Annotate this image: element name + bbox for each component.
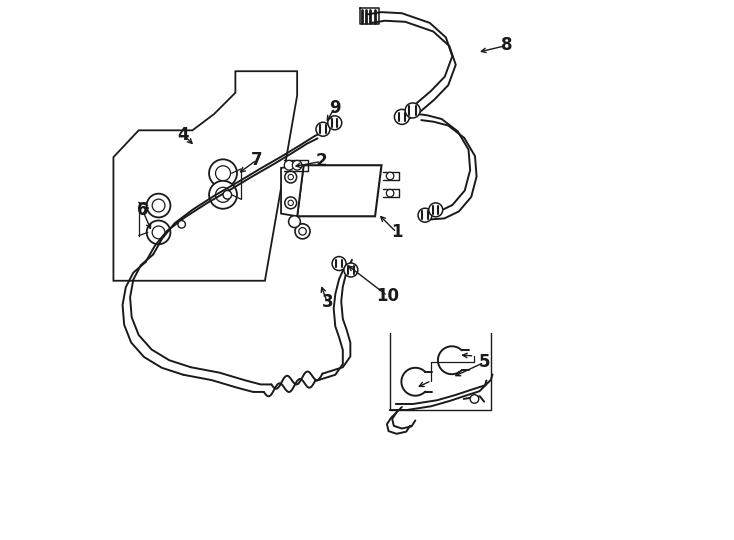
Polygon shape bbox=[297, 165, 382, 217]
Circle shape bbox=[299, 227, 306, 235]
Circle shape bbox=[288, 216, 300, 227]
Circle shape bbox=[147, 194, 170, 218]
Text: 3: 3 bbox=[321, 293, 333, 311]
Circle shape bbox=[316, 122, 330, 136]
Text: 1: 1 bbox=[390, 224, 402, 241]
Text: 8: 8 bbox=[501, 36, 512, 55]
Circle shape bbox=[292, 160, 302, 170]
Circle shape bbox=[285, 197, 297, 209]
Circle shape bbox=[152, 226, 165, 239]
Circle shape bbox=[470, 395, 479, 403]
Circle shape bbox=[394, 110, 410, 124]
Circle shape bbox=[386, 172, 394, 180]
Circle shape bbox=[285, 171, 297, 183]
Text: 9: 9 bbox=[329, 99, 341, 117]
Circle shape bbox=[418, 208, 432, 222]
Circle shape bbox=[429, 203, 443, 217]
Circle shape bbox=[147, 220, 170, 244]
Circle shape bbox=[288, 174, 294, 180]
Text: 4: 4 bbox=[178, 126, 189, 144]
Text: 10: 10 bbox=[376, 287, 399, 305]
Text: 5: 5 bbox=[479, 353, 490, 372]
Polygon shape bbox=[281, 165, 304, 217]
Polygon shape bbox=[114, 71, 297, 281]
Circle shape bbox=[209, 159, 237, 187]
Circle shape bbox=[223, 191, 232, 199]
Circle shape bbox=[284, 160, 294, 170]
Circle shape bbox=[344, 263, 358, 277]
Circle shape bbox=[386, 190, 394, 197]
Circle shape bbox=[295, 224, 310, 239]
Circle shape bbox=[216, 166, 230, 181]
Circle shape bbox=[152, 199, 165, 212]
Text: 2: 2 bbox=[316, 152, 327, 171]
Circle shape bbox=[328, 116, 342, 130]
Circle shape bbox=[332, 256, 346, 271]
Circle shape bbox=[216, 187, 230, 202]
Circle shape bbox=[405, 103, 420, 118]
Circle shape bbox=[288, 200, 294, 206]
Text: 6: 6 bbox=[137, 201, 148, 219]
Circle shape bbox=[178, 220, 186, 228]
Text: 7: 7 bbox=[251, 151, 263, 169]
Circle shape bbox=[209, 181, 237, 209]
